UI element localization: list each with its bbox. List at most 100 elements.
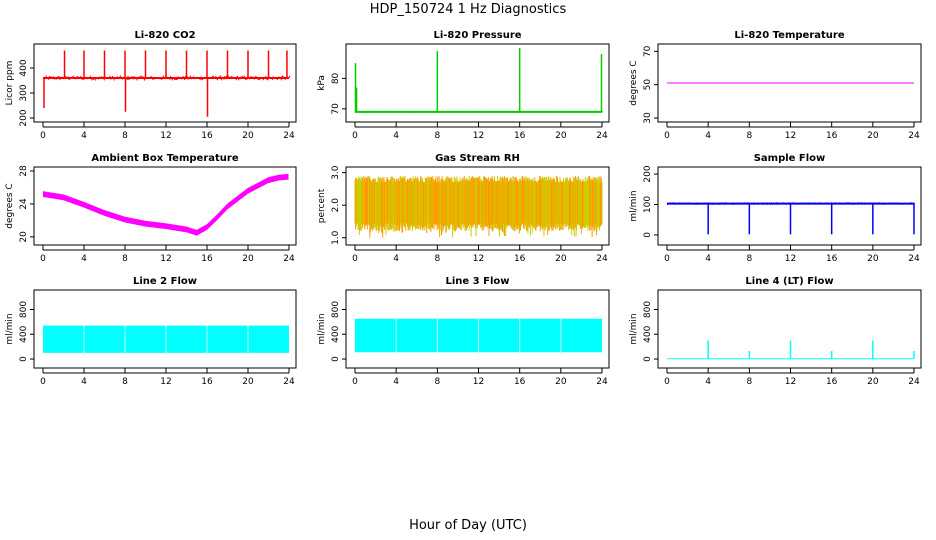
x-tick-label: 0	[664, 377, 670, 387]
y-tick-label: 0	[643, 232, 653, 238]
x-tick-label: 12	[785, 377, 796, 387]
x-tick-label: 24	[908, 254, 920, 264]
chart-panel-1: Li-820 CO2 0 4 8 12 16 20 24 200 300 400 Licor ppm	[5, 30, 297, 141]
x-tick-label: 16	[201, 131, 213, 141]
x-tick-label: 16	[514, 131, 526, 141]
x-tick-label: 20	[242, 131, 254, 141]
panel-title: Gas Stream RH	[435, 153, 520, 164]
plot-frame	[345, 43, 610, 123]
x-tick-label: 0	[40, 131, 46, 141]
plot-frame	[33, 166, 297, 246]
x-tick-label: 8	[746, 254, 752, 264]
panel-title: Li-820 Temperature	[734, 30, 844, 41]
y-tick-label: 400	[19, 325, 29, 342]
y-tick-label: 0	[19, 356, 29, 362]
panel-title: Line 2 Flow	[133, 276, 197, 287]
x-tick-label: 24	[283, 254, 295, 264]
x-tick-label: 8	[746, 377, 752, 387]
x-tick-label: 12	[785, 131, 796, 141]
x-tick-label: 4	[393, 377, 399, 387]
chart-panel-6: Sample Flow 0 4 8 12 16 20 24 0 100 200 ml/min	[629, 153, 922, 264]
plot-frame	[345, 166, 610, 246]
x-tick-label: 12	[160, 131, 171, 141]
x-tick-label: 24	[596, 377, 608, 387]
x-tick-label: 16	[826, 377, 838, 387]
x-tick-label: 24	[283, 377, 295, 387]
y-tick-label: 2.0	[331, 198, 341, 213]
chart-panel-5: Gas Stream RH 0 4 8 12 16 20 24 1.0 2.0 3.0 percent	[317, 153, 610, 264]
chart-panel-9: Line 4 (LT) Flow 0 4 8 12 16 20 24 0 400 800 ml/min	[629, 276, 922, 387]
x-tick-label: 16	[514, 254, 526, 264]
y-tick-label: 30	[643, 112, 653, 124]
y-tick-label: 800	[331, 301, 341, 318]
x-tick-label: 12	[160, 377, 171, 387]
plot-area	[43, 173, 289, 236]
x-tick-label: 20	[867, 377, 879, 387]
y-tick-label: 0	[331, 356, 341, 362]
x-tick-label: 12	[473, 131, 484, 141]
chart-panel-8: Line 3 Flow 0 4 8 12 16 20 24 0 400 800 ml/min	[317, 276, 610, 387]
plot-area	[43, 325, 289, 356]
plot-frame	[33, 289, 297, 369]
x-tick-label: 0	[352, 131, 358, 141]
y-axis-label: degrees C	[629, 60, 639, 105]
plot-frame	[657, 289, 922, 369]
x-axis-title: Hour of Day (UTC)	[409, 518, 527, 533]
y-tick-label: 0	[643, 356, 653, 362]
y-tick-label: 24	[19, 198, 29, 210]
chart-panel-7: Line 2 Flow 0 4 8 12 16 20 24 0 400 800 ml/min	[5, 276, 297, 387]
y-axis-label: percent	[317, 188, 327, 223]
y-tick-label: 800	[643, 301, 653, 318]
plot-area	[355, 318, 602, 355]
x-tick-label: 4	[705, 377, 711, 387]
x-tick-label: 0	[40, 377, 46, 387]
y-tick-label: 20	[19, 231, 29, 243]
x-tick-label: 8	[434, 254, 440, 264]
x-tick-label: 8	[746, 131, 752, 141]
x-tick-label: 16	[514, 377, 526, 387]
x-tick-label: 16	[201, 254, 213, 264]
y-tick-label: 800	[19, 301, 29, 318]
panel-title: Li-820 CO2	[134, 30, 195, 41]
chart-panel-4: Ambient Box Temperature 0 4 8 12 16 20 24 20 24 28…	[5, 153, 297, 264]
chart-panel-2: Li-820 Pressure 0 4 8 12 16 20 24 70 80 kPa	[317, 30, 610, 141]
x-tick-label: 8	[122, 131, 128, 141]
plot-area	[667, 340, 915, 360]
y-tick-label: 200	[643, 165, 653, 182]
panel-title: Sample Flow	[754, 153, 826, 164]
data-segment	[288, 75, 291, 79]
y-tick-label: 200	[19, 109, 29, 126]
x-tick-label: 0	[664, 254, 670, 264]
x-tick-label: 4	[81, 254, 87, 264]
x-tick-label: 4	[81, 131, 87, 141]
x-tick-label: 0	[40, 254, 46, 264]
x-tick-label: 8	[122, 254, 128, 264]
x-tick-label: 12	[473, 254, 484, 264]
x-tick-label: 20	[555, 131, 567, 141]
panel-title: Ambient Box Temperature	[91, 153, 238, 164]
y-tick-label: 400	[643, 325, 653, 342]
y-axis-label: ml/min	[629, 313, 639, 344]
x-tick-label: 12	[473, 377, 484, 387]
y-axis-label: Licor ppm	[5, 61, 15, 106]
panel-title: Li-820 Pressure	[433, 30, 521, 41]
x-tick-label: 0	[352, 254, 358, 264]
y-axis-label: ml/min	[317, 313, 327, 344]
y-tick-label: 400	[19, 59, 29, 76]
y-tick-label: 3.0	[331, 165, 341, 180]
x-tick-label: 16	[826, 254, 838, 264]
x-tick-label: 20	[867, 131, 879, 141]
x-tick-label: 16	[201, 377, 213, 387]
y-tick-label: 100	[643, 196, 653, 213]
panel-title: Line 4 (LT) Flow	[745, 276, 833, 287]
chart-panel-3: Li-820 Temperature 0 4 8 12 16 20 24 30 50 70 degre…	[629, 30, 922, 141]
x-tick-label: 0	[352, 377, 358, 387]
x-tick-label: 24	[908, 377, 920, 387]
plot-area	[354, 175, 603, 238]
x-tick-label: 8	[434, 377, 440, 387]
page-title: HDP_150724 1 Hz Diagnostics	[369, 2, 567, 17]
x-tick-label: 24	[596, 254, 608, 264]
x-tick-label: 4	[81, 377, 87, 387]
y-tick-label: 300	[19, 84, 29, 101]
y-tick-label: 1.0	[331, 230, 341, 245]
